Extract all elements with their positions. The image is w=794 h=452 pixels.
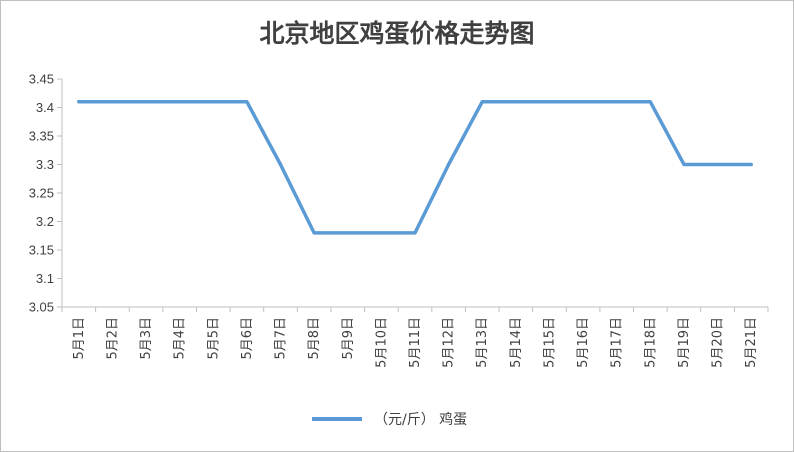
x-tick-label: 5月4日 [173,317,188,360]
y-tick-label: 3.45 [29,72,54,87]
data-point [716,163,720,166]
x-tick-label: 5月15日 [542,317,557,368]
x-tick-label: 5月14日 [509,317,524,368]
x-tick-label: 5月9日 [341,317,356,360]
data-point [211,100,215,104]
y-tick-label: 3.1 [36,271,54,286]
data-point [279,163,283,166]
y-tick-label: 3.05 [29,300,54,315]
x-tick-label: 5月11日 [408,317,423,368]
series-layer [77,100,753,235]
chart-title: 北京地区鸡蛋价格走势图 [259,19,535,48]
data-point [581,100,585,104]
x-tick-label: 5月8日 [307,317,322,360]
x-tick-label: 5月19日 [677,317,692,368]
x-tick-label: 5月16日 [576,317,591,368]
x-tick-label: 5月5日 [206,317,221,360]
x-tick-label: 5月13日 [475,317,490,368]
x-tick-label: 5月20日 [711,317,726,368]
data-point [682,163,686,166]
x-tick-label: 5月17日 [610,317,625,368]
data-point [615,100,619,104]
y-axis-ticks: 3.05 3.1 3.15 3.2 3.25 3.3 3.35 3.4 3.45 [29,72,62,315]
data-point [245,100,249,104]
data-point [312,231,316,235]
data-point [144,100,148,104]
chart-axes [61,79,768,308]
data-point [178,100,182,104]
x-tick-label: 5月3日 [139,317,154,360]
data-point [648,100,652,104]
legend: （元/斤） 鸡蛋 [312,408,467,430]
data-point [346,231,350,235]
legend-label: （元/斤） 鸡蛋 [374,412,468,428]
x-tick-label: 5月12日 [442,317,457,368]
series-line [77,100,753,235]
legend-swatch [312,417,362,421]
y-tick-label: 3.3 [36,157,54,172]
y-tick-label: 3.35 [29,129,54,144]
x-axis-ticks: 5月1日 5月2日 5月3日 5月4日 5月5日 5月6日 5月7日 5月8日 5月9日 5月10… [61,307,769,368]
x-tick-label: 5月18日 [643,317,658,368]
data-point [480,100,484,104]
data-point [547,100,551,104]
data-point [447,163,451,166]
y-tick-label: 3.15 [29,243,54,258]
x-tick-label: 5月6日 [240,317,255,360]
x-tick-label: 5月10日 [374,317,389,368]
y-tick-label: 3.4 [36,100,54,115]
x-tick-label: 5月2日 [105,317,120,360]
x-tick-label: 5月21日 [744,317,759,368]
data-point [413,231,417,235]
data-point [379,231,383,235]
y-tick-label: 3.2 [36,214,54,229]
x-tick-label: 5月1日 [72,317,87,360]
y-tick-label: 3.25 [29,186,54,201]
data-point [110,100,114,104]
data-point [77,100,81,104]
data-point [749,163,753,166]
x-tick-label: 5月7日 [274,317,289,360]
data-point [514,100,518,104]
